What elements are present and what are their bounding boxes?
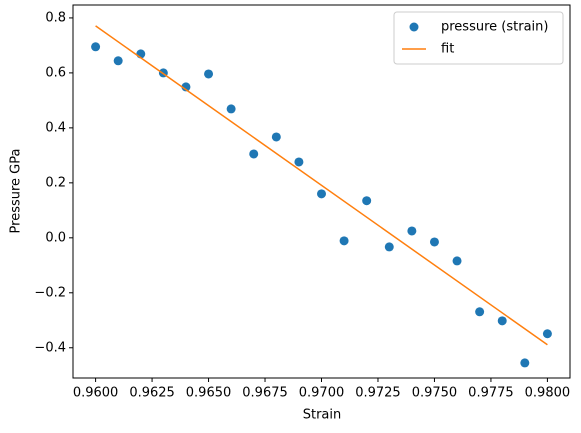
scatter-point: [520, 358, 530, 368]
scatter-point: [475, 307, 485, 317]
x-tick-label: 0.9675: [242, 386, 288, 401]
x-tick-label: 0.9775: [468, 386, 514, 401]
scatter-point: [362, 196, 372, 206]
legend-marker: [409, 22, 419, 32]
y-tick-label: 0.0: [45, 230, 66, 245]
y-tick-label: −0.4: [34, 340, 66, 355]
x-tick-label: 0.9650: [186, 386, 232, 401]
x-tick-label: 0.9625: [129, 386, 175, 401]
scatter-point: [407, 226, 417, 236]
x-tick-label: 0.9700: [299, 386, 345, 401]
scatter-point: [384, 242, 394, 252]
scatter-point: [294, 157, 304, 167]
scatter-point: [339, 236, 349, 246]
scatter-point: [497, 316, 507, 326]
scatter-point: [542, 329, 552, 339]
legend-label: pressure (strain): [441, 20, 548, 35]
x-tick-label: 0.9725: [355, 386, 401, 401]
scatter-point: [226, 104, 236, 114]
y-tick-label: 0.8: [45, 10, 66, 25]
y-tick-label: −0.2: [34, 285, 66, 300]
x-tick-label: 0.9600: [73, 386, 119, 401]
scatter-point: [181, 82, 191, 92]
y-axis-label: Pressure GPa: [9, 149, 24, 234]
x-tick-label: 0.9800: [525, 386, 571, 401]
scatter-point: [113, 56, 123, 66]
x-axis-label: Strain: [303, 408, 342, 423]
fit-line: [95, 25, 548, 346]
scatter-point: [249, 149, 259, 159]
scatter-point: [204, 69, 214, 79]
scatter-point: [271, 132, 281, 142]
y-tick-label: 0.6: [45, 65, 66, 80]
y-tick-label: 0.2: [45, 175, 66, 190]
scatter-point: [317, 189, 326, 199]
scatter-point: [91, 42, 101, 52]
legend-box: [393, 11, 564, 65]
x-tick-label: 0.9750: [412, 386, 458, 401]
scatter-point: [429, 237, 439, 247]
legend-label: fit: [441, 42, 454, 57]
y-tick-label: 0.4: [45, 120, 66, 135]
scatter-point: [452, 256, 462, 266]
